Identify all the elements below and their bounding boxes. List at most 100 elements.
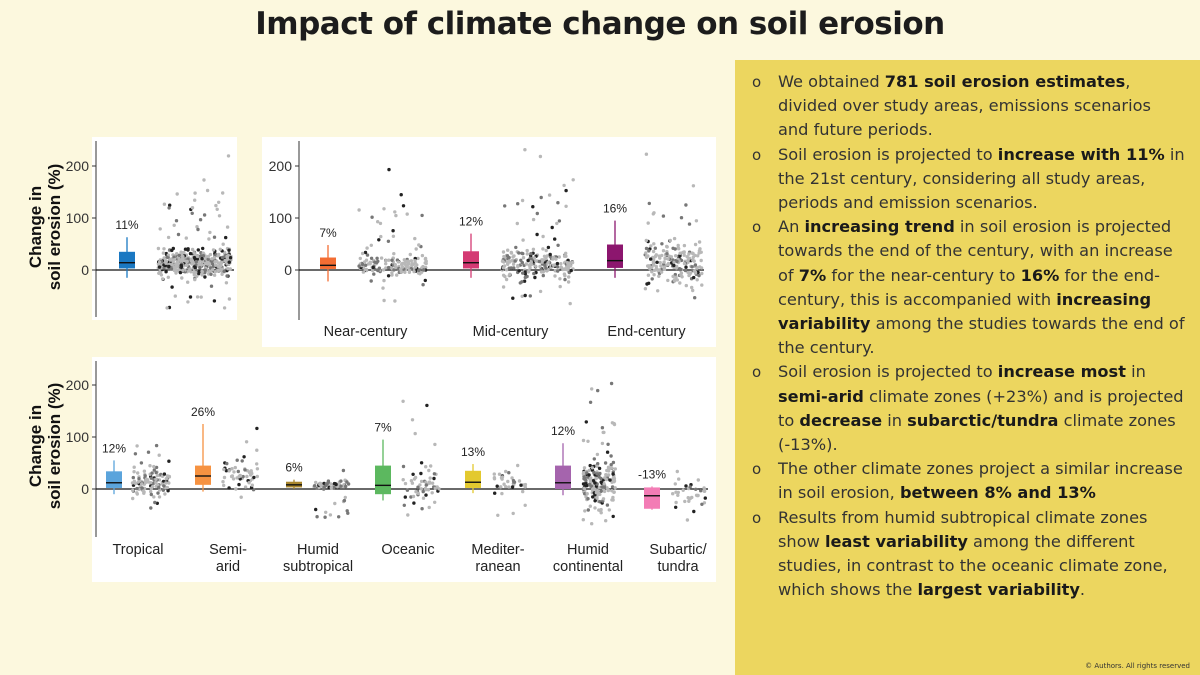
data-point xyxy=(190,211,194,215)
data-point xyxy=(568,301,572,306)
data-point xyxy=(159,273,164,277)
data-point xyxy=(653,268,657,272)
data-point xyxy=(535,232,539,237)
data-point xyxy=(590,522,594,526)
data-point xyxy=(375,256,379,260)
data-point xyxy=(687,252,691,256)
summary-text: in the 21st century, considering all stu… xyxy=(778,144,1185,213)
data-point xyxy=(548,252,552,257)
data-point xyxy=(652,263,656,267)
data-point xyxy=(645,254,649,258)
data-point xyxy=(699,258,703,263)
data-point xyxy=(154,481,158,485)
data-point xyxy=(504,277,509,282)
data-point xyxy=(164,481,168,485)
data-point xyxy=(193,257,197,261)
data-point xyxy=(695,266,699,270)
data-point xyxy=(677,247,681,251)
data-point xyxy=(212,273,217,277)
x-category-label: Tropical xyxy=(112,542,163,558)
y-tick-label: 200 xyxy=(66,377,90,393)
data-point xyxy=(585,471,589,475)
summary-highlight: between 8% and 13% xyxy=(899,483,1096,503)
data-point xyxy=(410,418,415,422)
data-point xyxy=(232,470,236,474)
data-point xyxy=(699,266,704,270)
scatter-points xyxy=(312,468,351,519)
data-point xyxy=(140,482,144,486)
data-point xyxy=(592,470,596,475)
box-value-label: 16% xyxy=(603,202,627,216)
data-point xyxy=(228,256,233,260)
data-point xyxy=(157,265,162,269)
data-point xyxy=(399,193,403,197)
data-point xyxy=(326,479,331,483)
data-point xyxy=(609,454,613,458)
data-point xyxy=(612,490,616,494)
data-point xyxy=(177,257,181,262)
data-point xyxy=(236,469,240,474)
data-point xyxy=(523,503,527,507)
data-point xyxy=(601,497,606,501)
data-point xyxy=(693,242,698,247)
data-point xyxy=(505,254,510,258)
data-point xyxy=(391,234,396,238)
data-point xyxy=(506,262,510,266)
data-point xyxy=(697,251,701,255)
data-point xyxy=(684,484,688,488)
data-point xyxy=(157,271,161,275)
data-point xyxy=(597,475,601,479)
data-point xyxy=(654,264,658,269)
data-point xyxy=(691,258,695,263)
data-point xyxy=(609,463,613,467)
data-point xyxy=(219,267,224,272)
data-point xyxy=(405,488,410,492)
data-point xyxy=(135,491,139,495)
data-point xyxy=(411,494,416,499)
data-point xyxy=(368,262,372,266)
data-point xyxy=(363,267,367,272)
scatter-points xyxy=(357,167,428,303)
data-point xyxy=(384,266,388,270)
data-point xyxy=(406,262,410,266)
data-point xyxy=(420,270,424,274)
summary-highlight: 16% xyxy=(1020,265,1060,285)
summary-highlight: decrease xyxy=(799,410,883,430)
data-point xyxy=(428,476,432,480)
data-point xyxy=(164,477,168,481)
data-point xyxy=(595,452,600,457)
data-point xyxy=(613,467,617,471)
data-point xyxy=(600,426,605,430)
data-point xyxy=(583,509,587,513)
data-point xyxy=(504,268,509,272)
data-point xyxy=(193,198,197,202)
data-point xyxy=(517,479,522,483)
data-point xyxy=(382,207,386,211)
data-point xyxy=(529,260,533,264)
data-point xyxy=(209,284,214,288)
data-point xyxy=(690,285,694,290)
data-point xyxy=(667,254,671,258)
data-point xyxy=(532,256,537,260)
data-point xyxy=(419,461,424,465)
data-point xyxy=(499,485,503,489)
data-point xyxy=(588,479,593,484)
box-iqr xyxy=(119,251,135,269)
summary-text: Results from humid subtropical climate z… xyxy=(778,507,1148,551)
y-tick-label: 100 xyxy=(269,210,293,226)
data-point xyxy=(226,154,231,158)
data-point xyxy=(190,262,194,266)
box-iqr xyxy=(555,465,571,489)
data-point xyxy=(563,277,567,282)
data-point xyxy=(690,265,694,269)
data-point xyxy=(412,269,416,274)
data-point xyxy=(514,245,518,250)
data-point xyxy=(240,459,244,463)
data-point xyxy=(132,465,136,469)
data-point xyxy=(521,271,525,275)
data-point xyxy=(595,472,599,476)
data-point xyxy=(663,257,667,261)
data-point xyxy=(587,468,591,473)
data-point xyxy=(612,421,616,426)
data-point xyxy=(588,504,592,508)
